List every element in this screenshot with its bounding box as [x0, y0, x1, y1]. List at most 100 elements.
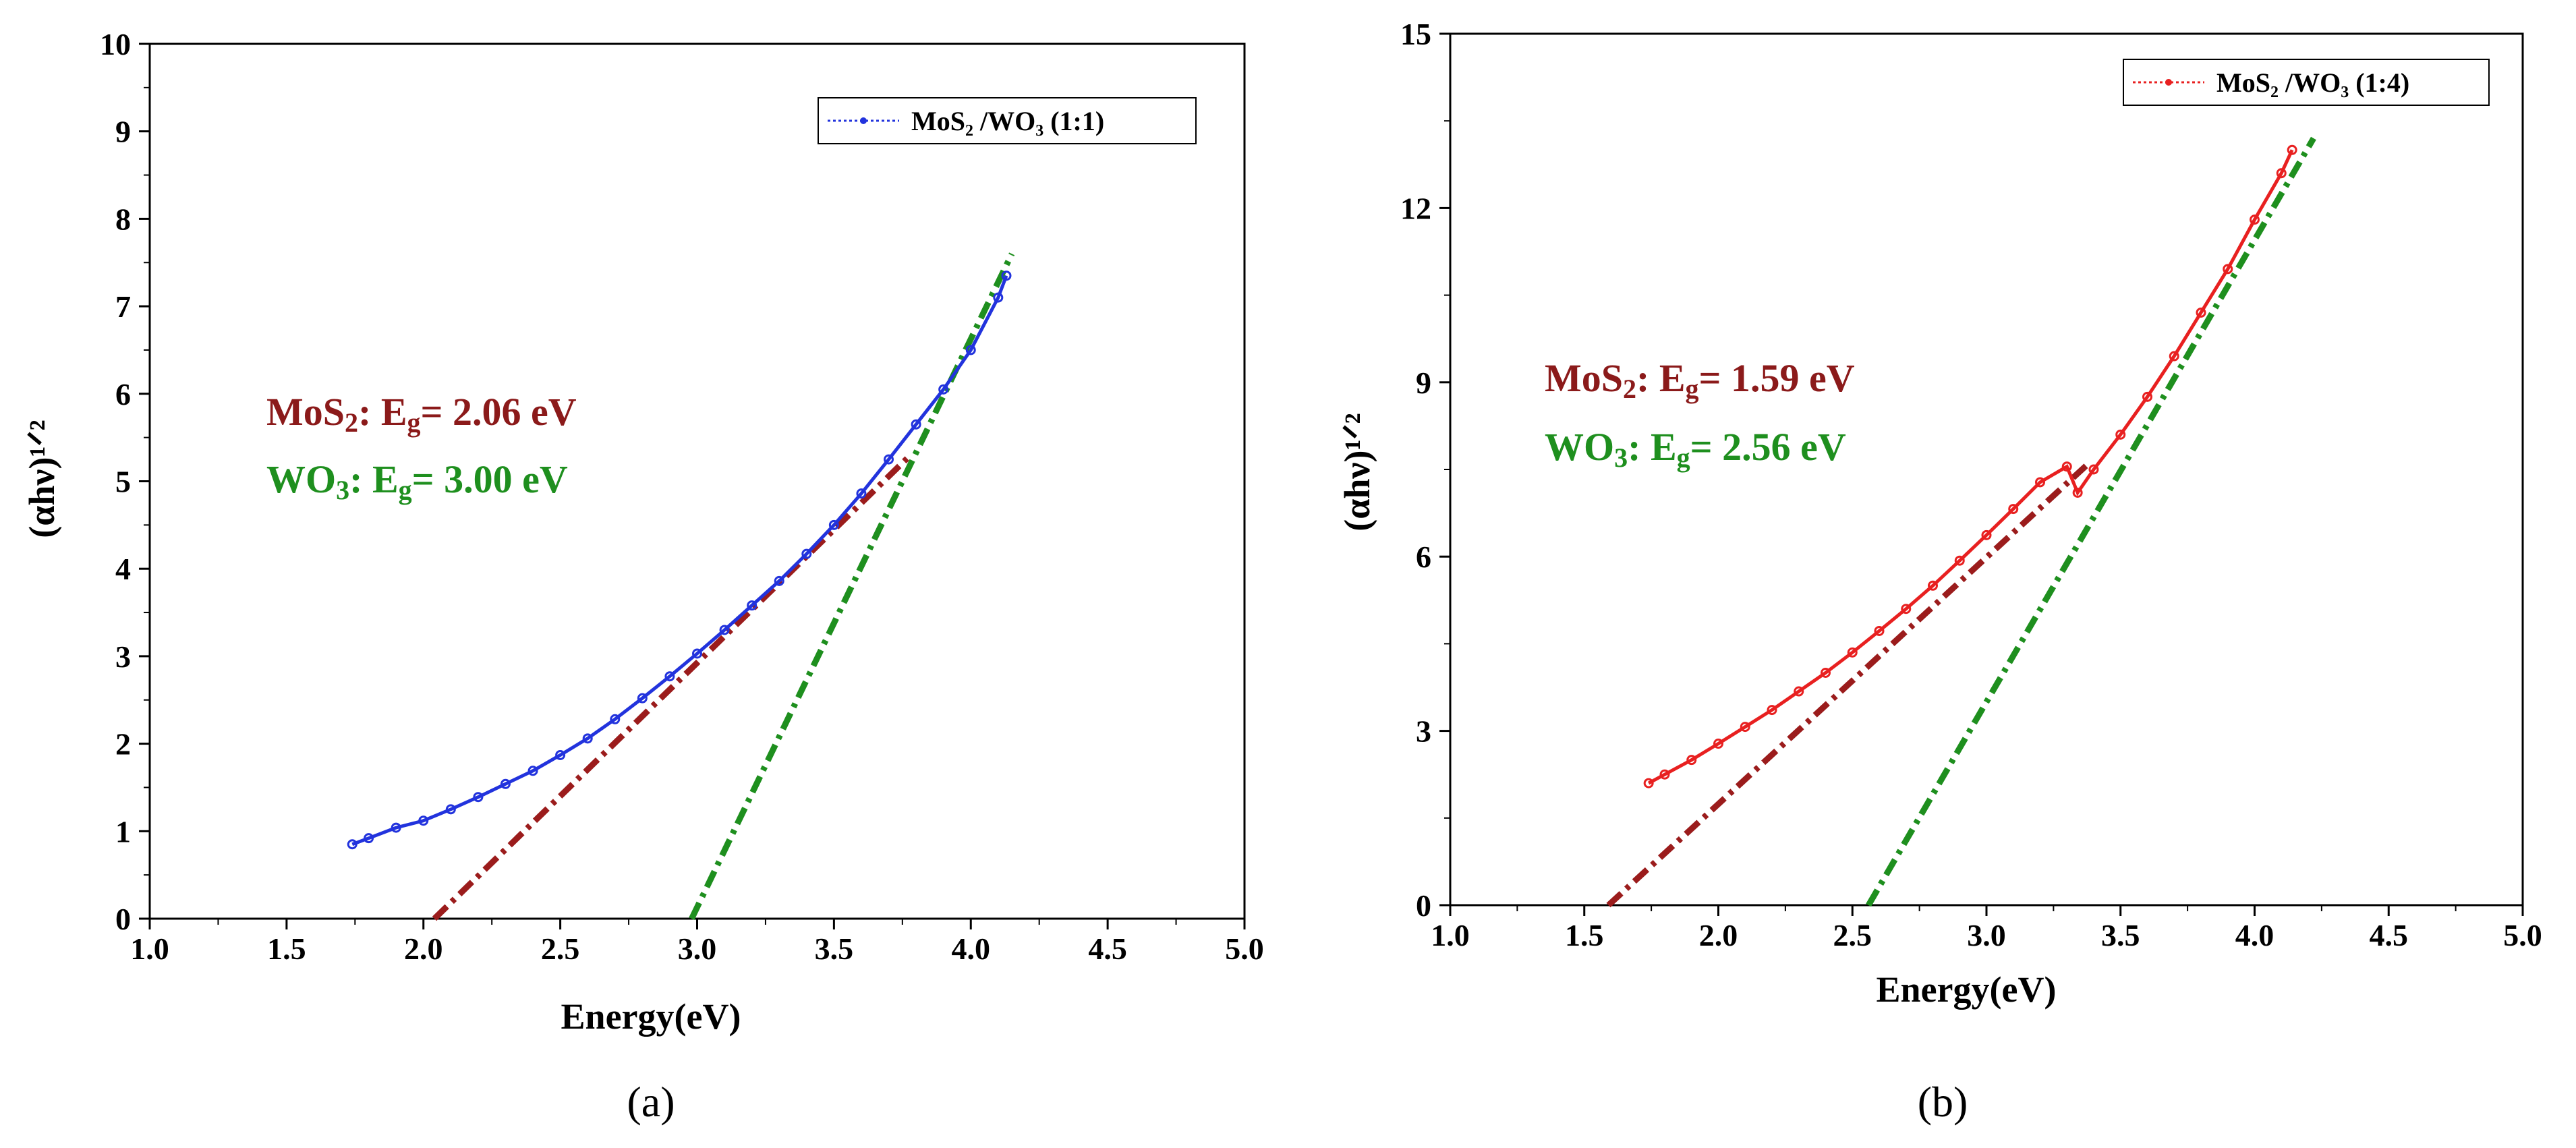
data-point [500, 778, 511, 789]
y-tick-label: 15 [1400, 17, 1431, 51]
y-tick-label: 7 [115, 289, 131, 324]
data-point [2088, 464, 2099, 475]
x-tick-label: 4.0 [952, 931, 991, 966]
annotation-part: WO [266, 457, 336, 501]
legend-box [2123, 59, 2490, 106]
data-point [1847, 647, 1858, 658]
annotation-part: MoS [1545, 356, 1623, 400]
y-tick-label: 6 [115, 377, 131, 411]
data-point [1713, 739, 1723, 749]
data-point [610, 714, 621, 724]
annotation-part: : E [1636, 356, 1686, 400]
data-point [828, 519, 839, 530]
legend-label: MoS₂ /WO₃ (1:4) [2216, 67, 2409, 98]
y-tick-label: 6 [1416, 540, 1431, 574]
data-point [391, 822, 401, 833]
x-tick-label: 4.5 [2370, 918, 2409, 952]
y-axis-title: (αhν)¹ᐟ² [1337, 413, 1377, 532]
data-point [664, 671, 675, 682]
x-tick-label: 5.0 [1225, 931, 1264, 966]
annotation-part: 2 [1623, 374, 1636, 404]
legend-swatch-marker [860, 117, 867, 124]
data-point [364, 833, 374, 844]
annotation-part: = 2.06 eV [421, 390, 577, 434]
data-point [1874, 625, 1885, 636]
y-axis-title: (αhν)¹ᐟ² [22, 420, 62, 538]
x-tick-label: 2.0 [404, 931, 443, 966]
legend-box [818, 97, 1197, 144]
wo3-bandgap-label: WO3: Eg= 3.00 eV [266, 457, 568, 505]
x-tick-label: 1.5 [267, 931, 306, 966]
annotation-part: 2 [345, 407, 358, 438]
data-point [473, 792, 484, 803]
mos2-bandgap-label: MoS2: Eg= 2.06 eV [266, 390, 577, 438]
data-point [2196, 307, 2206, 318]
annotation-part: 3 [336, 475, 349, 505]
data-point [2008, 504, 2019, 515]
legend-label: MoS₂ /WO₃ (1:1) [911, 106, 1104, 136]
x-axis-title: Energy(eV) [561, 996, 741, 1037]
x-tick-label: 1.0 [130, 931, 169, 966]
y-tick-label: 8 [115, 202, 131, 236]
data-point [445, 804, 456, 815]
data-point [1794, 686, 1804, 697]
x-tick-label: 3.0 [1967, 918, 2006, 952]
data-point [637, 693, 648, 704]
y-tick-label: 2 [115, 727, 131, 762]
x-tick-label: 3.5 [815, 931, 854, 966]
data-point [2223, 264, 2233, 275]
annotation-part: : E [1628, 425, 1677, 469]
x-tick-label: 4.5 [1088, 931, 1127, 966]
data-point [1901, 604, 1912, 614]
data-point [719, 625, 730, 635]
y-tick-label: 0 [1416, 888, 1431, 923]
data-point [911, 419, 921, 430]
data-point [582, 733, 593, 744]
y-tick-label: 12 [1400, 191, 1431, 225]
data-point [2142, 391, 2152, 402]
annotation-part: = 2.56 eV [1690, 425, 1846, 469]
data-point [801, 548, 812, 559]
data-point [2061, 461, 2072, 472]
data-point [555, 749, 566, 760]
data-point [1001, 270, 1012, 281]
y-tick-label: 1 [115, 814, 131, 849]
annotation-part: g [1677, 442, 1690, 473]
annotation-part: WO [1545, 425, 1614, 469]
data-point [418, 815, 429, 826]
x-tick-label: 3.0 [678, 931, 717, 966]
data-point [774, 575, 784, 586]
data-point [1643, 778, 1654, 788]
data-point [692, 648, 702, 659]
data-point [993, 292, 1004, 303]
panel-label: (b) [1918, 1078, 1968, 1126]
data-point [2169, 351, 2179, 362]
y-tick-label: 10 [100, 27, 131, 61]
data-point [1686, 755, 1697, 766]
x-tick-label: 4.0 [2235, 918, 2274, 952]
data-point [965, 345, 976, 355]
chart-panel-b: 1.0 1.5 2.0 2.5 3.0 3.5 4.0 4.5 5.0 0 3 6 9 12 15 MoS₂ … [1337, 17, 2542, 1126]
annotation-part: g [399, 475, 412, 505]
panel-label: (a) [627, 1078, 675, 1126]
data-point [884, 454, 894, 465]
y-tick-label: 9 [115, 115, 131, 149]
mos2-fit-line [1606, 461, 2091, 908]
annotation-part: 3 [1614, 442, 1628, 473]
mos2-fit-line [432, 453, 913, 921]
wo3-fit-line [1866, 136, 2316, 907]
annotation-part: : E [349, 457, 399, 501]
data-point [1767, 705, 1777, 716]
y-tick-label: 4 [115, 552, 131, 586]
y-tick-label: 5 [115, 465, 131, 499]
data-point [347, 839, 357, 850]
annotation-part: : E [358, 390, 407, 434]
y-tick-label: 0 [115, 902, 131, 936]
legend-swatch-marker [2165, 79, 2172, 86]
annotation-part: MoS [266, 390, 345, 434]
data-point [938, 384, 949, 395]
series-line [1647, 149, 2294, 785]
chart-panel-a: 1.0 1.5 2.0 2.5 3.0 3.5 4.0 4.5 5.0 0 1 2 3 4 5 6 7 8 9 10 M… [22, 27, 1264, 1126]
wo3-bandgap-label: WO3: Eg= 2.56 eV [1545, 425, 1846, 473]
data-point [1954, 555, 1965, 566]
